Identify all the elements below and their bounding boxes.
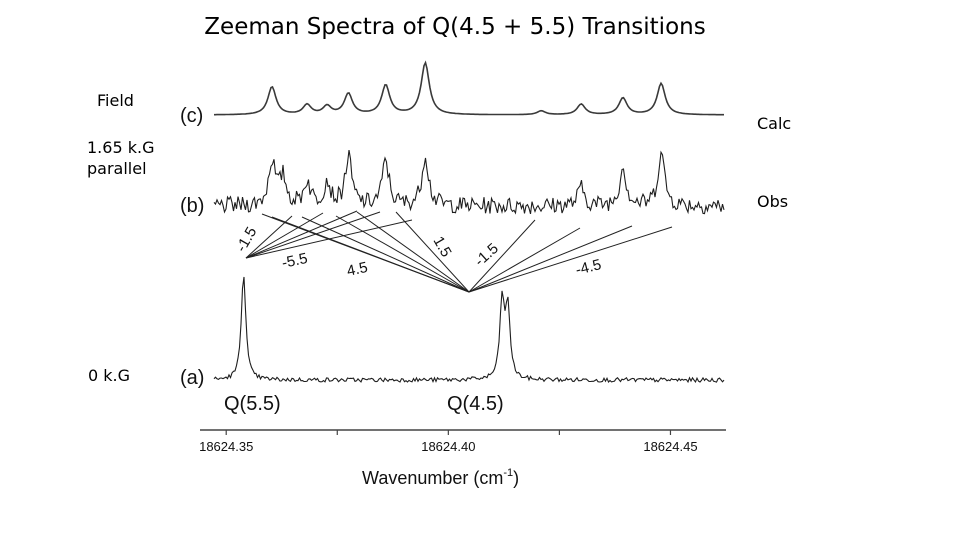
zeeman-connector-line xyxy=(245,215,293,259)
zeeman-connector-line xyxy=(335,215,470,293)
x-tick-label: 18624.35 xyxy=(199,439,253,454)
panel-label-b: (b) xyxy=(180,195,204,217)
spectrum-trace-c xyxy=(214,60,724,116)
field-value-line1: 1.65 k.G xyxy=(87,138,155,157)
spectrum-trace-a xyxy=(213,276,725,384)
obs-label: Obs xyxy=(757,192,789,211)
panel-label-a: (a) xyxy=(180,367,204,389)
mj-label-neg5.5: -5.5 xyxy=(280,250,309,272)
zeeman-connector-line xyxy=(395,211,470,293)
x-axis-title: Wavenumber (cm-1) xyxy=(362,467,519,488)
mj-label-neg1.5-right: -1.5 xyxy=(471,240,502,270)
zeeman-connector-line xyxy=(301,216,470,293)
slide-title: Zeeman Spectra of Q(4.5 + 5.5) Transitio… xyxy=(204,14,706,40)
spectrum-trace-b xyxy=(213,150,725,215)
zeeman-connector-line xyxy=(356,211,470,293)
field-value-line2: parallel xyxy=(87,159,147,178)
mj-label-4.5: 4.5 xyxy=(345,259,369,280)
zeeman-connector-line xyxy=(271,216,470,293)
panel-label-c: (c) xyxy=(180,105,203,127)
zeeman-connector-lines xyxy=(245,210,673,293)
zeeman-connector-line xyxy=(245,210,358,259)
x-axis-ticks: 18624.35 18624.40 18624.45 xyxy=(199,430,698,454)
mj-label-neg4.5: -4.5 xyxy=(574,256,603,279)
calc-label: Calc xyxy=(757,114,792,133)
peak-label-q4.5: Q(4.5) xyxy=(447,393,504,415)
mj-label-1.5: 1.5 xyxy=(430,234,455,261)
zeeman-connector-line xyxy=(468,225,633,293)
zeeman-connector-line xyxy=(468,226,673,293)
x-tick-label: 18624.40 xyxy=(421,439,475,454)
spectrum-traces xyxy=(213,60,725,384)
zeeman-connector-line xyxy=(468,219,536,293)
x-tick-label: 18624.45 xyxy=(643,439,697,454)
zeeman-connector-line xyxy=(468,227,581,293)
field-label: Field xyxy=(97,91,134,110)
zeeman-connector-line xyxy=(245,211,381,259)
mj-label-neg1.5-left: -1.5 xyxy=(233,224,261,255)
peak-label-q5.5: Q(5.5) xyxy=(224,393,281,415)
zero-field-label: 0 k.G xyxy=(88,366,131,385)
